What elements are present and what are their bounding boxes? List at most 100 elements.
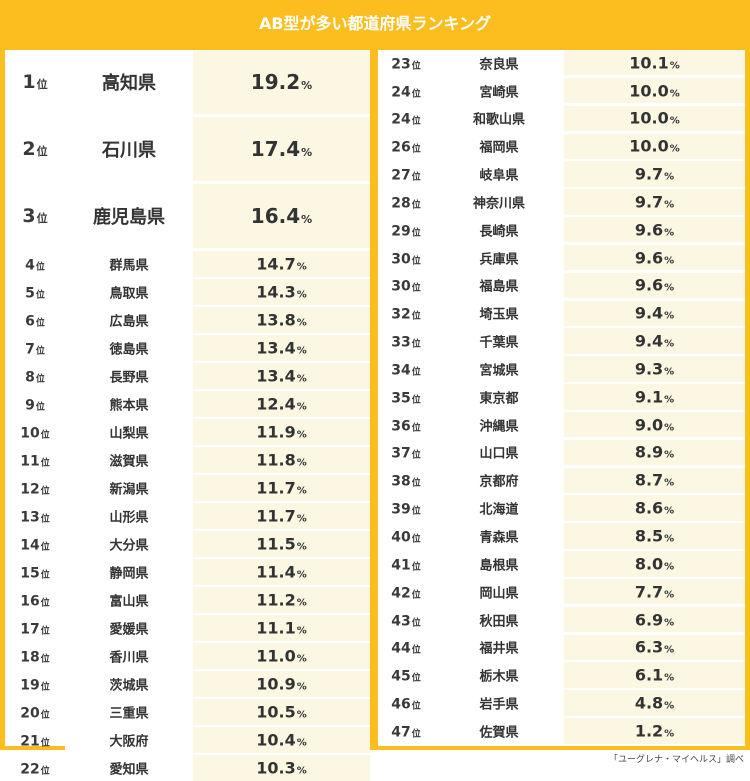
prefecture-name: 広島県 [109, 314, 149, 330]
value-cell: 11.4% [193, 559, 370, 585]
rank-suffix: 位 [36, 212, 48, 225]
percentage-value: 11.9 [256, 422, 296, 442]
prefecture-name: 宮崎県 [479, 85, 519, 101]
prefecture-label: 京都府 [434, 471, 564, 490]
value-cell: 9.1% [564, 384, 745, 410]
value-cell: 13.8% [193, 307, 370, 333]
rank-cell: 7位 [5, 335, 65, 361]
prefecture-label: 北海道 [434, 499, 564, 518]
rank-label: 42位 [378, 582, 434, 601]
rank-label: 8位 [5, 366, 65, 385]
rank-label: 3位 [5, 205, 65, 227]
value-label: 10.0% [564, 81, 745, 100]
table-row: 19位 茨城県 10.9% [5, 671, 370, 697]
prefecture-label: 愛媛県 [65, 618, 193, 637]
table-row: 7位 徳島県 13.4% [5, 335, 370, 361]
rank-number: 21 [20, 733, 40, 750]
percent-sign: % [296, 261, 307, 273]
percent-sign: % [664, 338, 675, 350]
prefecture-name: 秋田県 [479, 614, 519, 630]
prefecture-name: 長野県 [109, 370, 149, 386]
percent-sign: % [664, 449, 675, 461]
rank-cell: 21位 [5, 727, 65, 753]
rank-number: 19 [20, 677, 40, 694]
table-row: 37位 山口県 8.9% [378, 439, 745, 466]
percent-sign: % [664, 672, 675, 684]
prefecture-label: 高知県 [65, 69, 193, 95]
percent-sign: % [664, 310, 675, 322]
table-row: 30位 福島県 9.6% [378, 272, 745, 299]
value-cell: 8.6% [564, 495, 745, 521]
value-cell: 11.2% [193, 587, 370, 613]
prefecture-cell: 神奈川県 [434, 189, 564, 215]
percentage-value: 10.0 [629, 108, 669, 128]
table-row: 43位 秋田県 6.9% [378, 606, 745, 633]
rank-number: 17 [20, 621, 40, 638]
rank-cell: 37位 [378, 440, 434, 465]
value-label: 13.4% [193, 366, 370, 385]
prefecture-cell: 兵庫県 [434, 244, 564, 271]
value-cell: 11.7% [193, 475, 370, 501]
rank-number: 39 [391, 501, 411, 518]
prefecture-cell: 広島県 [65, 307, 193, 333]
percent-sign: % [296, 373, 307, 385]
prefecture-cell: 鳥取県 [65, 279, 193, 305]
percentage-value: 9.4 [634, 303, 664, 323]
percentage-value: 13.8 [256, 310, 296, 330]
prefecture-cell: 沖縄県 [434, 411, 564, 438]
prefecture-cell: 山形県 [65, 503, 193, 529]
value-label: 6.9% [564, 610, 745, 629]
rank-number: 38 [391, 473, 411, 490]
value-cell: 4.8% [564, 690, 745, 716]
percentage-value: 8.7 [634, 470, 664, 490]
percent-sign: % [664, 700, 675, 712]
rank-suffix: 位 [40, 514, 50, 525]
rank-cell: 36位 [378, 412, 434, 437]
rank-suffix: 位 [36, 78, 48, 91]
percent-sign: % [296, 709, 307, 721]
rank-cell: 40位 [378, 523, 434, 548]
rank-cell: 17位 [5, 615, 65, 641]
prefecture-cell: 北海道 [434, 495, 564, 521]
table-row: 23位 奈良県 10.1% [378, 50, 745, 76]
rank-number: 36 [391, 418, 411, 435]
prefecture-cell: 岡山県 [434, 578, 564, 605]
rank-number: 34 [391, 362, 411, 379]
rank-suffix: 位 [411, 701, 421, 712]
table-row: 21位 大阪府 10.4% [5, 727, 370, 753]
percent-sign: % [296, 317, 307, 329]
prefecture-name: 新潟県 [109, 482, 149, 498]
rank-number: 10 [20, 425, 40, 442]
rank-suffix: 位 [411, 645, 421, 656]
table-row: 3位 鹿児島県 16.4% [5, 184, 370, 248]
rank-label: 15位 [5, 562, 65, 581]
percent-sign: % [664, 199, 675, 211]
rank-suffix: 位 [40, 570, 50, 581]
value-label: 10.5% [193, 702, 370, 721]
rank-suffix: 位 [40, 430, 50, 441]
prefecture-label: 栃木県 [434, 666, 564, 685]
value-cell: 6.1% [564, 662, 745, 688]
rank-number: 9 [25, 397, 35, 414]
rank-suffix: 位 [411, 729, 421, 740]
rank-cell: 9位 [5, 391, 65, 417]
table-row: 11位 滋賀県 11.8% [5, 447, 370, 473]
table-row: 44位 福井県 6.3% [378, 634, 745, 661]
prefecture-name: 鳥取県 [109, 286, 149, 302]
value-cell: 6.9% [564, 606, 745, 633]
value-label: 9.7% [564, 165, 745, 184]
prefecture-cell: 鹿児島県 [65, 184, 193, 248]
value-cell: 9.6% [564, 217, 745, 243]
value-label: 16.4% [193, 204, 370, 228]
percentage-value: 11.7 [256, 478, 296, 498]
rank-number: 11 [20, 453, 40, 470]
value-cell: 11.8% [193, 447, 370, 473]
percentage-value: 6.3 [634, 637, 664, 657]
rank-suffix: 位 [411, 339, 421, 350]
rank-cell: 41位 [378, 551, 434, 576]
percentage-value: 11.4 [256, 562, 296, 582]
rank-number: 45 [391, 668, 411, 685]
value-cell: 9.6% [564, 244, 745, 271]
value-label: 10.9% [193, 674, 370, 693]
value-cell: 11.7% [193, 503, 370, 529]
